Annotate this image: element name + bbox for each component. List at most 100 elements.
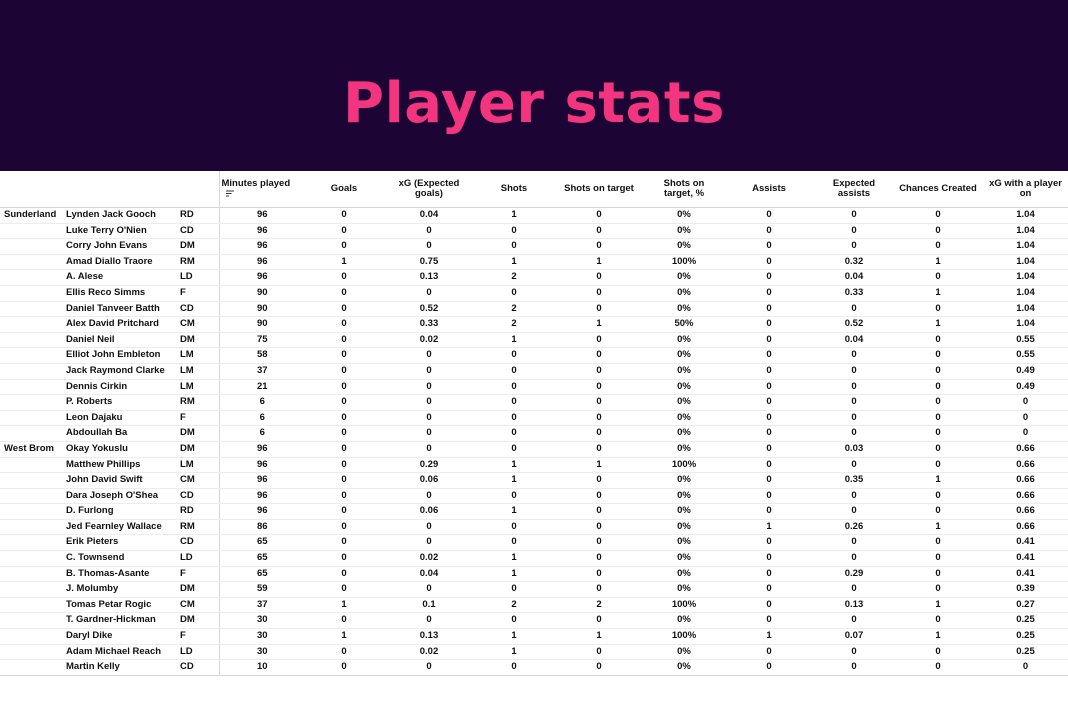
xg-cell: 0.1 — [383, 597, 475, 614]
table-row: Ellis Reco Simms F 90 0 0 0 0 0% 0 0.33 1 1.04 — [0, 285, 1068, 302]
table-row: Elliot John Embleton LM 58 0 0 0 0 0% 0 0 0 0.55 — [0, 347, 1068, 364]
xg-with-player-on-cell: 0.66 — [983, 472, 1068, 489]
xg-cell: 0 — [383, 612, 475, 630]
chances-created-cell: 1 — [893, 254, 983, 271]
shots-on-target-pct-cell: 0% — [645, 612, 723, 630]
header-shots-on-target[interactable]: Shots on target — [553, 171, 645, 208]
expected-assists-cell: 0.04 — [815, 332, 893, 349]
xg-cell: 0.33 — [383, 316, 475, 333]
shots-on-target-cell: 0 — [553, 379, 645, 396]
shots-on-target-cell: 0 — [553, 410, 645, 427]
shots-on-target-cell: 0 — [553, 612, 645, 630]
shots-cell: 0 — [475, 425, 553, 442]
xg-cell: 0 — [383, 285, 475, 302]
shots-cell: 1 — [475, 628, 553, 645]
table-row: Jack Raymond Clarke LM 37 0 0 0 0 0% 0 0 0 0.49 — [0, 363, 1068, 380]
team-cell — [0, 472, 62, 489]
player-name-cell: J. Molumby — [62, 581, 178, 598]
xg-with-player-on-cell: 1.04 — [983, 269, 1068, 286]
header-xg[interactable]: xG (Expected goals) — [383, 171, 475, 208]
team-cell — [0, 254, 62, 271]
shots-cell: 0 — [475, 379, 553, 396]
table-row: Amad Diallo Traore RM 96 1 0.75 1 1 100% 0 0.32 1 1… — [0, 254, 1068, 271]
shots-on-target-pct-cell: 0% — [645, 566, 723, 583]
expected-assists-cell: 0 — [815, 223, 893, 240]
xg-with-player-on-cell: 0 — [983, 394, 1068, 411]
assists-cell: 0 — [723, 472, 815, 489]
xg-with-player-on-cell: 1.04 — [983, 254, 1068, 271]
shots-cell: 1 — [475, 566, 553, 583]
header-minutes-played[interactable]: Minutes played — [218, 171, 305, 208]
chances-created-cell: 0 — [893, 488, 983, 505]
minutes-played-cell: 90 — [218, 285, 305, 302]
xg-cell: 0.75 — [383, 254, 475, 271]
position-cell: LM — [178, 363, 219, 380]
shots-cell: 0 — [475, 363, 553, 380]
player-name-cell: A. Alese — [62, 269, 178, 286]
shots-on-target-cell: 0 — [553, 223, 645, 240]
xg-with-player-on-cell: 0.66 — [983, 440, 1068, 458]
shots-on-target-pct-cell: 100% — [645, 628, 723, 645]
chances-created-cell: 0 — [893, 425, 983, 442]
position-cell: F — [178, 566, 219, 583]
header-assists[interactable]: Assists — [723, 171, 815, 208]
position-cell: CD — [178, 301, 219, 318]
xg-cell: 0.06 — [383, 472, 475, 489]
xg-with-player-on-cell: 0.25 — [983, 644, 1068, 661]
position-cell: LD — [178, 644, 219, 661]
table-row: P. Roberts RM 6 0 0 0 0 0% 0 0 0 0 — [0, 394, 1068, 411]
shots-on-target-cell: 0 — [553, 534, 645, 552]
xg-cell: 0 — [383, 238, 475, 255]
goals-cell: 0 — [305, 534, 383, 552]
goals-cell: 1 — [305, 597, 383, 614]
minutes-played-cell: 90 — [218, 316, 305, 333]
minutes-played-cell: 6 — [218, 425, 305, 442]
header-expected-assists[interactable]: Expected assists — [815, 171, 893, 208]
assists-cell: 0 — [723, 659, 815, 676]
minutes-played-cell: 96 — [218, 254, 305, 271]
goals-cell: 0 — [305, 472, 383, 489]
header-goals[interactable]: Goals — [305, 171, 383, 208]
assists-cell: 0 — [723, 223, 815, 240]
xg-cell: 0.02 — [383, 550, 475, 567]
header-xg-with-player-on[interactable]: xG with a player on — [983, 171, 1068, 208]
xg-with-player-on-cell: 0.41 — [983, 534, 1068, 552]
chances-created-cell: 0 — [893, 238, 983, 255]
chances-created-cell: 0 — [893, 581, 983, 598]
expected-assists-cell: 0.33 — [815, 285, 893, 302]
goals-cell: 1 — [305, 628, 383, 645]
sort-descending-icon[interactable] — [225, 190, 234, 197]
position-cell: LM — [178, 347, 219, 364]
shots-on-target-pct-cell: 0% — [645, 550, 723, 567]
goals-cell: 0 — [305, 410, 383, 427]
team-cell — [0, 223, 62, 240]
header-shots[interactable]: Shots — [475, 171, 553, 208]
assists-cell: 0 — [723, 488, 815, 505]
header-banner: Player stats — [0, 0, 1068, 171]
assists-cell: 0 — [723, 394, 815, 411]
shots-on-target-cell: 0 — [553, 581, 645, 598]
assists-cell: 0 — [723, 332, 815, 349]
position-cell: DM — [178, 612, 219, 630]
header-shots-on-target-pct[interactable]: Shots on target, % — [645, 171, 723, 208]
goals-cell: 0 — [305, 550, 383, 567]
team-cell — [0, 597, 62, 614]
xg-with-player-on-cell: 0.66 — [983, 457, 1068, 474]
assists-cell: 0 — [723, 379, 815, 396]
team-cell — [0, 394, 62, 411]
xg-with-player-on-cell: 0.66 — [983, 519, 1068, 536]
player-name-cell: Dara Joseph O'Shea — [62, 488, 178, 505]
xg-with-player-on-cell: 0.41 — [983, 550, 1068, 567]
shots-on-target-pct-cell: 0% — [645, 363, 723, 380]
shots-on-target-pct-cell: 0% — [645, 394, 723, 411]
player-name-cell: Lynden Jack Gooch — [62, 207, 178, 224]
shots-on-target-cell: 1 — [553, 316, 645, 333]
header-chances-created[interactable]: Chances Created — [893, 171, 983, 208]
expected-assists-cell: 0.32 — [815, 254, 893, 271]
table-row: Martin Kelly CD 10 0 0 0 0 0% 0 0 0 0 — [0, 659, 1068, 676]
player-name-cell: Jed Fearnley Wallace — [62, 519, 178, 536]
shots-cell: 0 — [475, 238, 553, 255]
team-cell — [0, 503, 62, 520]
team-cell — [0, 425, 62, 442]
player-name-cell: Amad Diallo Traore — [62, 254, 178, 271]
